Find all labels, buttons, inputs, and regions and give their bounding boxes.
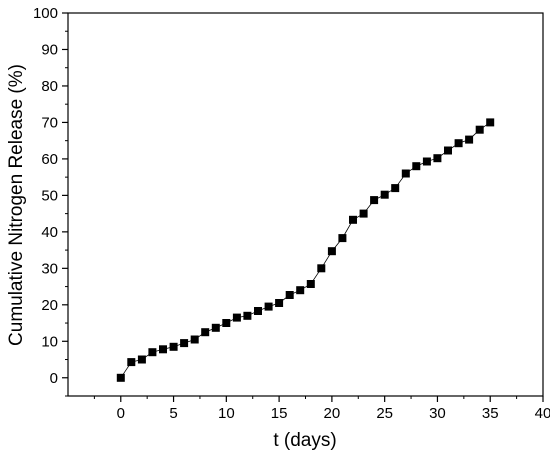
y-tick-label: 90 — [41, 41, 58, 58]
markers — [116, 118, 495, 382]
x-tick-label: 25 — [376, 405, 393, 422]
y-tick-label: 10 — [41, 333, 58, 350]
data-point — [327, 247, 336, 256]
data-point — [486, 118, 495, 127]
x-axis-title: t (days) — [273, 430, 336, 451]
y-tick-label: 100 — [33, 5, 58, 22]
y-axis-title: Cumulative Nitrogen Release (%) — [6, 64, 27, 346]
x-tick-label: 30 — [429, 405, 446, 422]
data-point — [201, 328, 210, 337]
data-point — [232, 313, 241, 322]
x-tick-label: 20 — [324, 405, 341, 422]
data-point — [243, 311, 252, 320]
data-point — [370, 196, 379, 205]
data-point — [211, 323, 220, 332]
data-point — [359, 209, 368, 218]
data-point — [116, 373, 125, 382]
data-point — [306, 280, 315, 288]
ticks — [62, 12, 544, 402]
x-tick-labels: 0 5 10 15 20 25 30 35 40 — [117, 405, 550, 422]
data-point — [127, 358, 136, 367]
data-point — [169, 342, 178, 351]
data-point — [285, 291, 294, 299]
x-tick-label: 35 — [482, 405, 499, 422]
data-point — [338, 234, 347, 243]
y-tick-label: 20 — [41, 297, 58, 314]
data-point — [148, 348, 157, 357]
x-tick-label: 15 — [271, 405, 288, 422]
x-tick-label: 10 — [218, 405, 235, 422]
y-tick-label: 40 — [41, 224, 58, 241]
data-point — [254, 307, 262, 315]
data-point — [433, 154, 442, 163]
data-point — [454, 139, 463, 148]
y-tick-label: 30 — [41, 260, 58, 277]
data-point — [159, 345, 167, 354]
plot-frame — [67, 12, 544, 397]
data-point — [317, 264, 326, 273]
y-tick-labels: 0 10 20 30 40 50 60 70 80 90 100 — [33, 5, 58, 387]
data-point — [422, 157, 431, 166]
x-tick-label: 0 — [117, 405, 125, 422]
data-point — [401, 169, 410, 178]
data-point — [380, 190, 389, 199]
data-point — [296, 286, 305, 295]
x-tick-label: 5 — [169, 405, 177, 422]
data-point — [412, 162, 421, 171]
data-point — [475, 125, 484, 134]
y-tick-label: 50 — [41, 187, 58, 204]
data-point — [465, 135, 474, 144]
data-point — [349, 215, 357, 224]
data-point — [180, 339, 189, 348]
y-tick-label: 80 — [41, 78, 58, 95]
data-point — [137, 355, 146, 364]
data-point — [391, 184, 400, 193]
x-tick-label: 40 — [535, 405, 550, 422]
y-tick-label: 0 — [50, 370, 58, 387]
data-point — [222, 319, 231, 327]
data-point — [275, 299, 284, 307]
data-point — [190, 335, 199, 344]
y-tick-label: 70 — [41, 114, 58, 131]
y-tick-label: 60 — [41, 151, 58, 168]
data-point — [264, 302, 273, 311]
data-point — [444, 146, 452, 155]
